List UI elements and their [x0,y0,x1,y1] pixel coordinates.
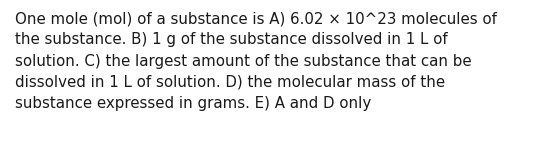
Text: One mole (mol) of a substance is A) 6.02 × 10^23 molecules of
the substance. B) : One mole (mol) of a substance is A) 6.02… [16,11,497,111]
